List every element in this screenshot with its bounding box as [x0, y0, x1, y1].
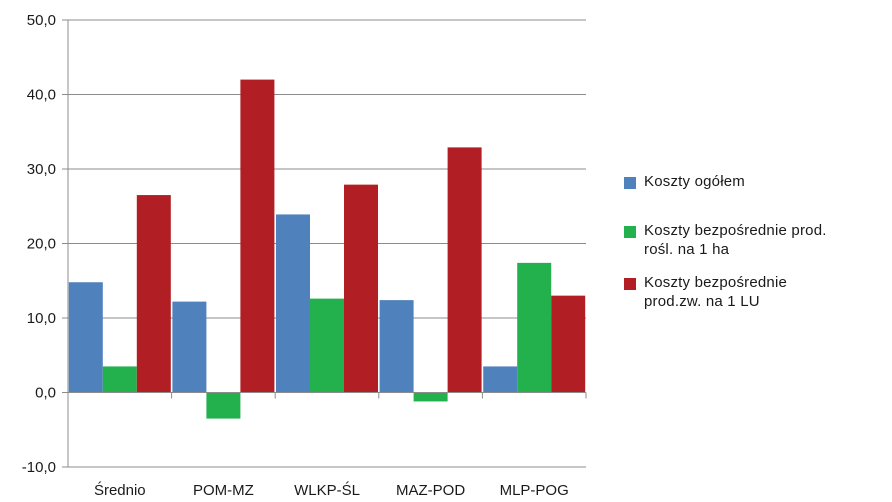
legend-item-koszty-bezposrednie-zw: Koszty bezpośrednie prod.zw. na 1 LU: [624, 273, 886, 311]
bar: [483, 366, 518, 393]
bar: [68, 282, 103, 393]
bar: [276, 214, 310, 393]
x-tick-label: MAZ-POD: [396, 482, 465, 499]
bar: [551, 295, 586, 393]
y-tick-label: 10,0: [27, 310, 56, 327]
bar: [447, 147, 482, 393]
x-tick-label: MLP-POG: [500, 482, 569, 499]
legend: Koszty ogółem Koszty bezpośrednie prod. …: [624, 172, 886, 311]
bar: [344, 184, 378, 393]
legend-item-koszty-ogolem: Koszty ogółem: [624, 172, 886, 191]
bar: [517, 262, 552, 393]
x-tick-label: POM-MZ: [193, 482, 254, 499]
legend-swatch: [624, 226, 636, 238]
y-tick-label: 40,0: [27, 87, 56, 104]
bar: [136, 195, 171, 393]
x-axis: Średnio POM-MZ WLKP-ŚL MAZ-POD MLP-POG: [67, 392, 587, 499]
legend-label-line2: prod.zw. na 1 LU: [644, 293, 760, 310]
bar: [206, 392, 241, 419]
x-tick-label: WLKP-ŚL: [294, 481, 360, 499]
legend-item-koszty-bezposrednie-rosl: Koszty bezpośrednie prod. rośl. na 1 ha: [624, 221, 886, 259]
bar: [310, 298, 344, 393]
legend-label-line1: Koszty bezpośrednie: [644, 274, 788, 291]
bar: [413, 392, 448, 402]
y-axis: 50,0 40,0 30,0 20,0 10,0 0,0 -10,0: [22, 12, 69, 476]
bar: [172, 301, 207, 393]
y-tick-label: 50,0: [27, 12, 56, 29]
legend-swatch: [624, 278, 636, 290]
bar: [240, 79, 275, 393]
y-tick-label: 0,0: [35, 385, 56, 402]
bars: [68, 79, 586, 419]
legend-swatch: [624, 177, 636, 189]
legend-label: Koszty ogółem: [644, 173, 745, 190]
y-tick-label: -10,0: [22, 459, 56, 476]
x-tick-label: Średnio: [94, 481, 146, 499]
bar: [102, 366, 137, 393]
legend-label-line2: rośl. na 1 ha: [644, 241, 730, 258]
legend-label-line1: Koszty bezpośrednie prod.: [644, 222, 827, 239]
y-tick-label: 20,0: [27, 236, 56, 253]
bar: [379, 300, 414, 393]
y-tick-label: 30,0: [27, 161, 56, 178]
